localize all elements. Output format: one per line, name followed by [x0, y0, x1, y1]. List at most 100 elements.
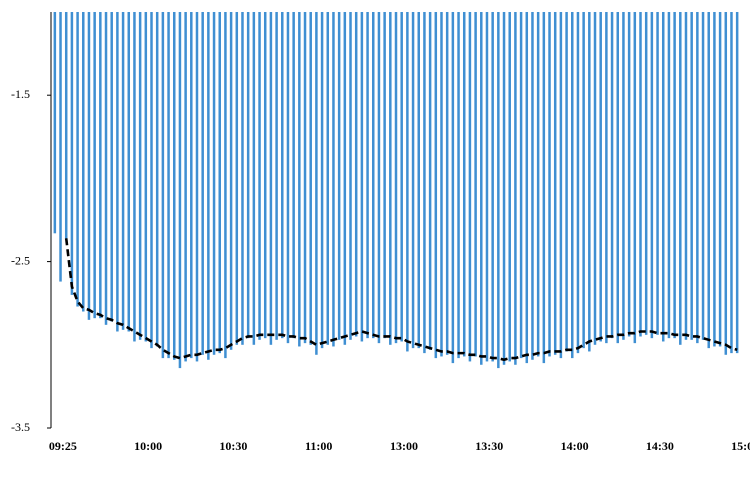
bar	[718, 12, 722, 347]
bar	[582, 12, 585, 349]
bar	[411, 12, 415, 349]
bar	[343, 12, 347, 345]
bar	[298, 12, 301, 347]
bar	[468, 12, 472, 362]
bar	[150, 12, 153, 349]
bar	[622, 12, 625, 340]
x-tick-label: 14:00	[561, 439, 589, 453]
bar	[303, 12, 307, 344]
bar	[656, 12, 659, 335]
bar	[133, 12, 136, 342]
bar	[730, 12, 733, 354]
bar	[679, 12, 682, 345]
bar	[207, 12, 210, 360]
bar	[246, 12, 250, 339]
bar	[434, 12, 438, 359]
bar	[707, 12, 710, 349]
bar	[59, 12, 62, 282]
bar	[383, 12, 386, 339]
x-tick-label: 10:30	[219, 439, 247, 453]
bar	[701, 12, 705, 340]
bar	[212, 12, 216, 355]
line	[64, 238, 738, 362]
bar	[650, 12, 654, 339]
bar	[485, 12, 489, 362]
bar	[195, 12, 199, 362]
bar	[440, 12, 443, 357]
bar	[110, 12, 113, 322]
bar	[525, 12, 529, 364]
bar	[593, 12, 597, 345]
x-tick-label: 09:25	[49, 439, 77, 453]
bar	[497, 12, 500, 369]
bar	[514, 12, 517, 365]
bar	[627, 12, 631, 337]
bar	[542, 12, 546, 364]
x-tick-label: 13:30	[475, 439, 503, 453]
bar	[673, 12, 676, 339]
bar	[218, 12, 221, 354]
bar	[588, 12, 591, 352]
bar	[144, 12, 148, 342]
bar	[633, 12, 637, 344]
bar	[559, 12, 563, 359]
bar	[184, 12, 187, 362]
bar	[201, 12, 204, 355]
bar	[87, 12, 91, 320]
bar	[394, 12, 398, 344]
bar	[309, 12, 312, 345]
bar	[696, 12, 699, 344]
x-tick-label: 11:00	[305, 439, 332, 453]
bar	[53, 12, 57, 234]
bar	[644, 12, 648, 335]
bar	[275, 12, 278, 340]
bar	[445, 12, 449, 355]
bar	[320, 12, 324, 349]
bar	[70, 12, 74, 295]
bar	[155, 12, 159, 347]
bar	[661, 12, 665, 342]
bar	[127, 12, 131, 332]
bar	[502, 12, 506, 365]
bar	[263, 12, 267, 339]
bar	[406, 12, 409, 352]
x-tick-label: 14:30	[646, 439, 674, 453]
bar	[360, 12, 364, 342]
bar	[428, 12, 432, 350]
bar	[571, 12, 574, 359]
bar	[576, 12, 580, 354]
bar	[417, 12, 420, 349]
bar	[252, 12, 256, 345]
bar	[332, 12, 335, 347]
bar	[423, 12, 426, 354]
bar	[269, 12, 273, 345]
bar	[519, 12, 523, 359]
bar	[241, 12, 244, 345]
bar	[224, 12, 227, 359]
bar	[610, 12, 614, 339]
bar	[116, 12, 119, 332]
bar	[735, 12, 739, 354]
bar	[684, 12, 688, 340]
bar	[389, 12, 392, 345]
bar	[354, 12, 358, 337]
bar	[639, 12, 642, 337]
bar	[366, 12, 369, 339]
x-tick-label: 15:00	[731, 439, 750, 453]
bar	[565, 12, 568, 352]
bar	[474, 12, 477, 357]
bar	[292, 12, 295, 339]
bar	[286, 12, 290, 344]
bar	[508, 12, 511, 362]
bar	[258, 12, 261, 340]
bar	[93, 12, 96, 319]
bar	[457, 12, 460, 359]
bar	[605, 12, 608, 344]
y-tick-label: -2.5	[11, 253, 30, 267]
bar	[667, 12, 671, 339]
bar	[349, 12, 352, 340]
bar	[377, 12, 381, 344]
bar	[372, 12, 375, 339]
